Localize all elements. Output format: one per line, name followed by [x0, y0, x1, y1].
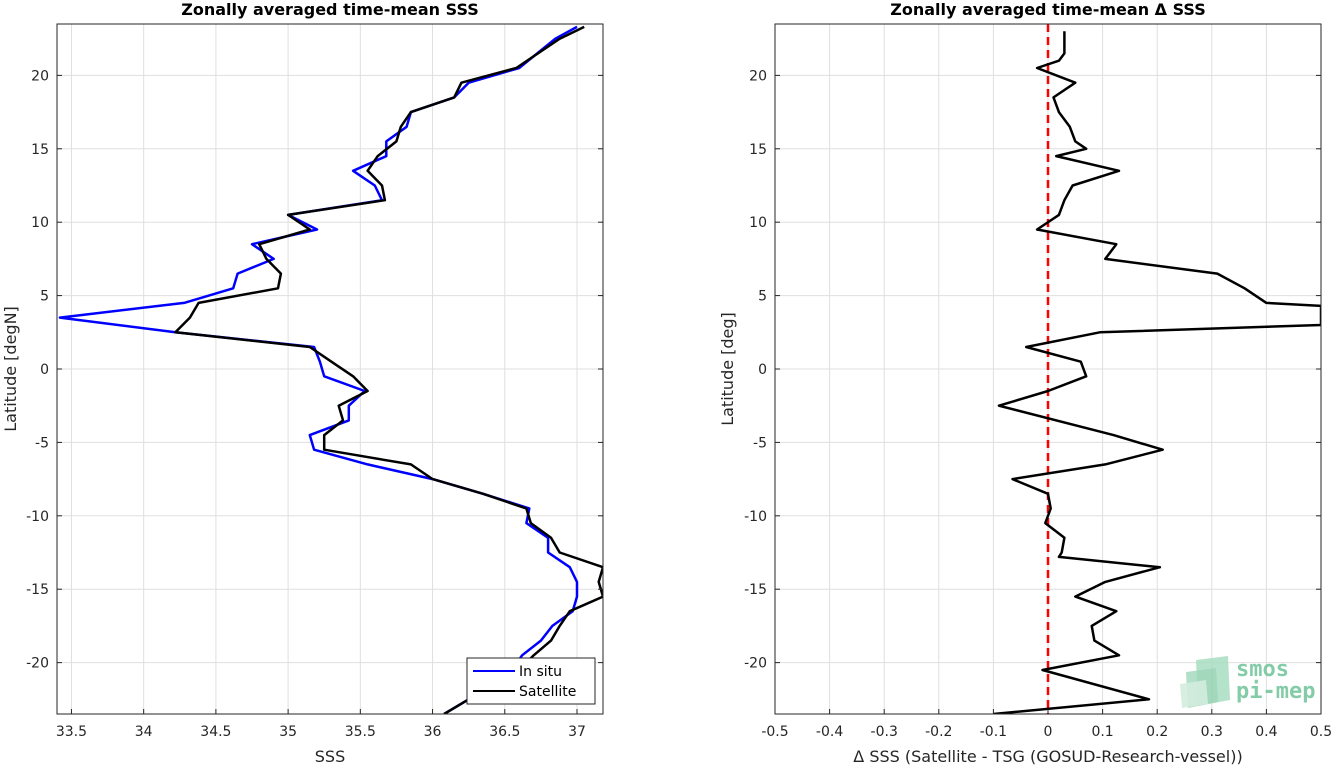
delta-sss-y-tick-label: -10 — [744, 509, 767, 525]
sss-panel: 33.5 34 34.5 35 35.5 36 36.5 37 -20 -15 -10 -5 0 5 10 1… — [1, 0, 604, 765]
sss-x-tick-label: 34 — [135, 724, 153, 740]
delta-sss-y-tick-label: 5 — [758, 289, 767, 305]
delta-sss-y-axis-label: Latitude [deg] — [718, 312, 737, 426]
sss-x-tick-label: 35.5 — [345, 724, 376, 740]
sss-y-tick-label: -15 — [26, 582, 49, 598]
delta-sss-x-tick-label: -0.2 — [925, 724, 952, 740]
delta-sss-series — [993, 24, 1321, 714]
smos-pi-mep-logo: smos pi-mep — [1180, 656, 1315, 708]
delta-sss-x-tick-label: 0.4 — [1255, 724, 1277, 740]
delta-sss-series-line-0 — [993, 31, 1321, 714]
delta-sss-panel: -0.5 -0.4 -0.3 -0.2 -0.1 0 0.1 0.2 0.3 0.4 0.5 -20 -… — [718, 0, 1332, 765]
delta-sss-y-tick-label: -20 — [744, 656, 767, 672]
delta-sss-x-tick-label: 0.5 — [1310, 724, 1332, 740]
sss-x-tick-label: 35 — [279, 724, 297, 740]
sss-grid — [57, 24, 603, 714]
sss-y-tick-label: -10 — [26, 509, 49, 525]
sss-chart-title: Zonally averaged time-mean SSS — [181, 0, 479, 19]
delta-sss-y-tick-label: 15 — [749, 142, 767, 158]
delta-sss-x-tick-label: 0.2 — [1146, 724, 1168, 740]
delta-sss-x-tick-label: 0.3 — [1201, 724, 1223, 740]
sss-y-tick-label: 0 — [40, 362, 49, 378]
sss-y-tick-label: 20 — [31, 68, 49, 84]
sss-x-tick-label: 37 — [568, 724, 586, 740]
delta-sss-ticks: -0.5 -0.4 -0.3 -0.2 -0.1 0 0.1 0.2 0.3 0.4 0.5 -20 -… — [744, 68, 1332, 740]
delta-sss-y-tick-label: 20 — [749, 68, 767, 84]
delta-sss-x-tick-label: -0.3 — [871, 724, 898, 740]
delta-sss-x-tick-label: 0.1 — [1091, 724, 1113, 740]
sss-y-axis-label: Latitude [degN] — [1, 306, 20, 432]
sss-x-tick-label: 36.5 — [489, 724, 520, 740]
legend-label-satellite: Satellite — [519, 684, 576, 700]
delta-sss-x-tick-label: -0.1 — [980, 724, 1007, 740]
sss-series-line-in-situ — [58, 25, 579, 714]
delta-sss-chart-title: Zonally averaged time-mean Δ SSS — [890, 0, 1206, 19]
sss-y-tick-label: 15 — [31, 142, 49, 158]
legend-label-in-situ: In situ — [519, 664, 562, 680]
sss-y-tick-label: 10 — [31, 215, 49, 231]
logo-text-pi-mep: pi-mep — [1236, 679, 1315, 704]
delta-sss-y-tick-label: 10 — [749, 215, 767, 231]
delta-sss-x-tick-label: 0 — [1044, 724, 1053, 740]
sss-series — [58, 25, 603, 714]
delta-sss-x-tick-label: -0.4 — [816, 724, 843, 740]
delta-sss-y-tick-label: 0 — [758, 362, 767, 378]
sss-x-tick-label: 33.5 — [56, 724, 87, 740]
delta-sss-x-tick-label: -0.5 — [761, 724, 788, 740]
delta-sss-y-tick-label: -15 — [744, 582, 767, 598]
delta-sss-y-tick-label: -5 — [753, 435, 767, 451]
sss-x-axis-label: SSS — [315, 747, 345, 765]
sss-ticks: 33.5 34 34.5 35 35.5 36 36.5 37 -20 -15 -10 -5 0 5 10 1… — [26, 68, 603, 740]
sss-legend: In situ Satellite — [466, 657, 596, 705]
sss-y-tick-label: -5 — [35, 435, 49, 451]
sss-series-line-satellite — [174, 25, 603, 714]
sss-y-tick-label: -20 — [26, 656, 49, 672]
legend-box — [466, 657, 596, 705]
delta-sss-x-axis-label: Δ SSS (Satellite - TSG (GOSUD-Research-v… — [853, 747, 1242, 765]
sss-x-tick-label: 34.5 — [200, 724, 231, 740]
sss-x-tick-label: 36 — [424, 724, 442, 740]
logo-text-smos: smos — [1236, 657, 1289, 682]
sss-y-tick-label: 5 — [40, 289, 49, 305]
